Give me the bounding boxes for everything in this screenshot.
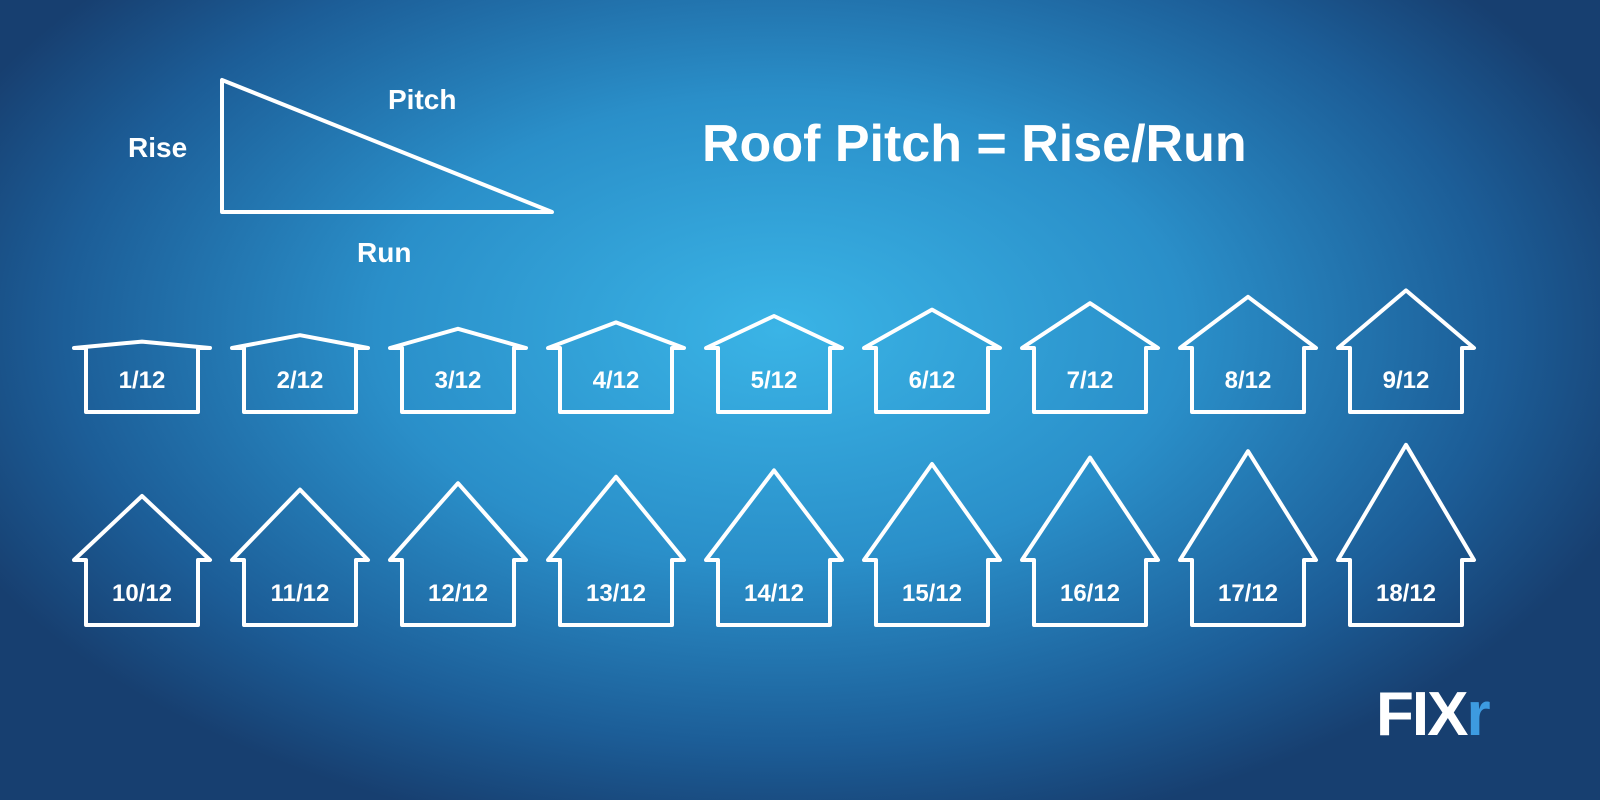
pitch-label: 13/12 <box>585 580 647 607</box>
house-outline <box>862 307 1002 414</box>
pitch-label: 11/12 <box>270 580 330 607</box>
house-outline <box>704 468 844 627</box>
house-outline <box>1020 455 1160 627</box>
house-outline <box>862 462 1002 627</box>
house-outline <box>546 320 686 414</box>
pitch-label: 17/12 <box>1217 580 1279 607</box>
pitch-label: 1/12 <box>118 367 166 394</box>
pitch-label: 3/12 <box>434 367 482 394</box>
house-outline <box>72 339 212 414</box>
house-outline <box>1336 288 1476 414</box>
pitch-label: 8/12 <box>1224 367 1272 394</box>
house-outline <box>230 487 370 627</box>
pitch-label: 5/12 <box>750 367 798 394</box>
pitch-label: 18/12 <box>1375 580 1437 607</box>
pitch-label: 7/12 <box>1066 367 1114 394</box>
house-outline <box>1020 301 1160 414</box>
pitch-label: 6/12 <box>908 367 956 394</box>
pitch-triangle <box>220 78 554 214</box>
house-outline <box>1336 442 1476 627</box>
pitch-label: 16/12 <box>1059 580 1121 607</box>
house-outline <box>230 333 370 414</box>
pitch-label: 14/12 <box>743 580 805 607</box>
pitch-label: 10/12 <box>111 580 173 607</box>
page-title: Roof Pitch = Rise/Run <box>702 115 1247 173</box>
run-label: Run <box>357 237 412 268</box>
house-outline <box>388 481 528 627</box>
rise-label: Rise <box>128 132 188 163</box>
house-outline <box>1178 449 1318 627</box>
pitch-label: 4/12 <box>592 367 640 394</box>
fixr-logo: FIXr <box>1376 680 1491 749</box>
pitch-label: 15/12 <box>901 580 963 607</box>
house-outline <box>546 474 686 627</box>
pitch-label: 12/12 <box>427 580 489 607</box>
pitch-label: Pitch <box>388 84 457 115</box>
pitch-label: 2/12 <box>276 367 324 394</box>
house-outline <box>72 494 212 627</box>
house-outline <box>1178 294 1318 414</box>
pitch-label: 9/12 <box>1382 367 1430 394</box>
house-outline <box>388 326 528 414</box>
house-outline <box>704 314 844 414</box>
